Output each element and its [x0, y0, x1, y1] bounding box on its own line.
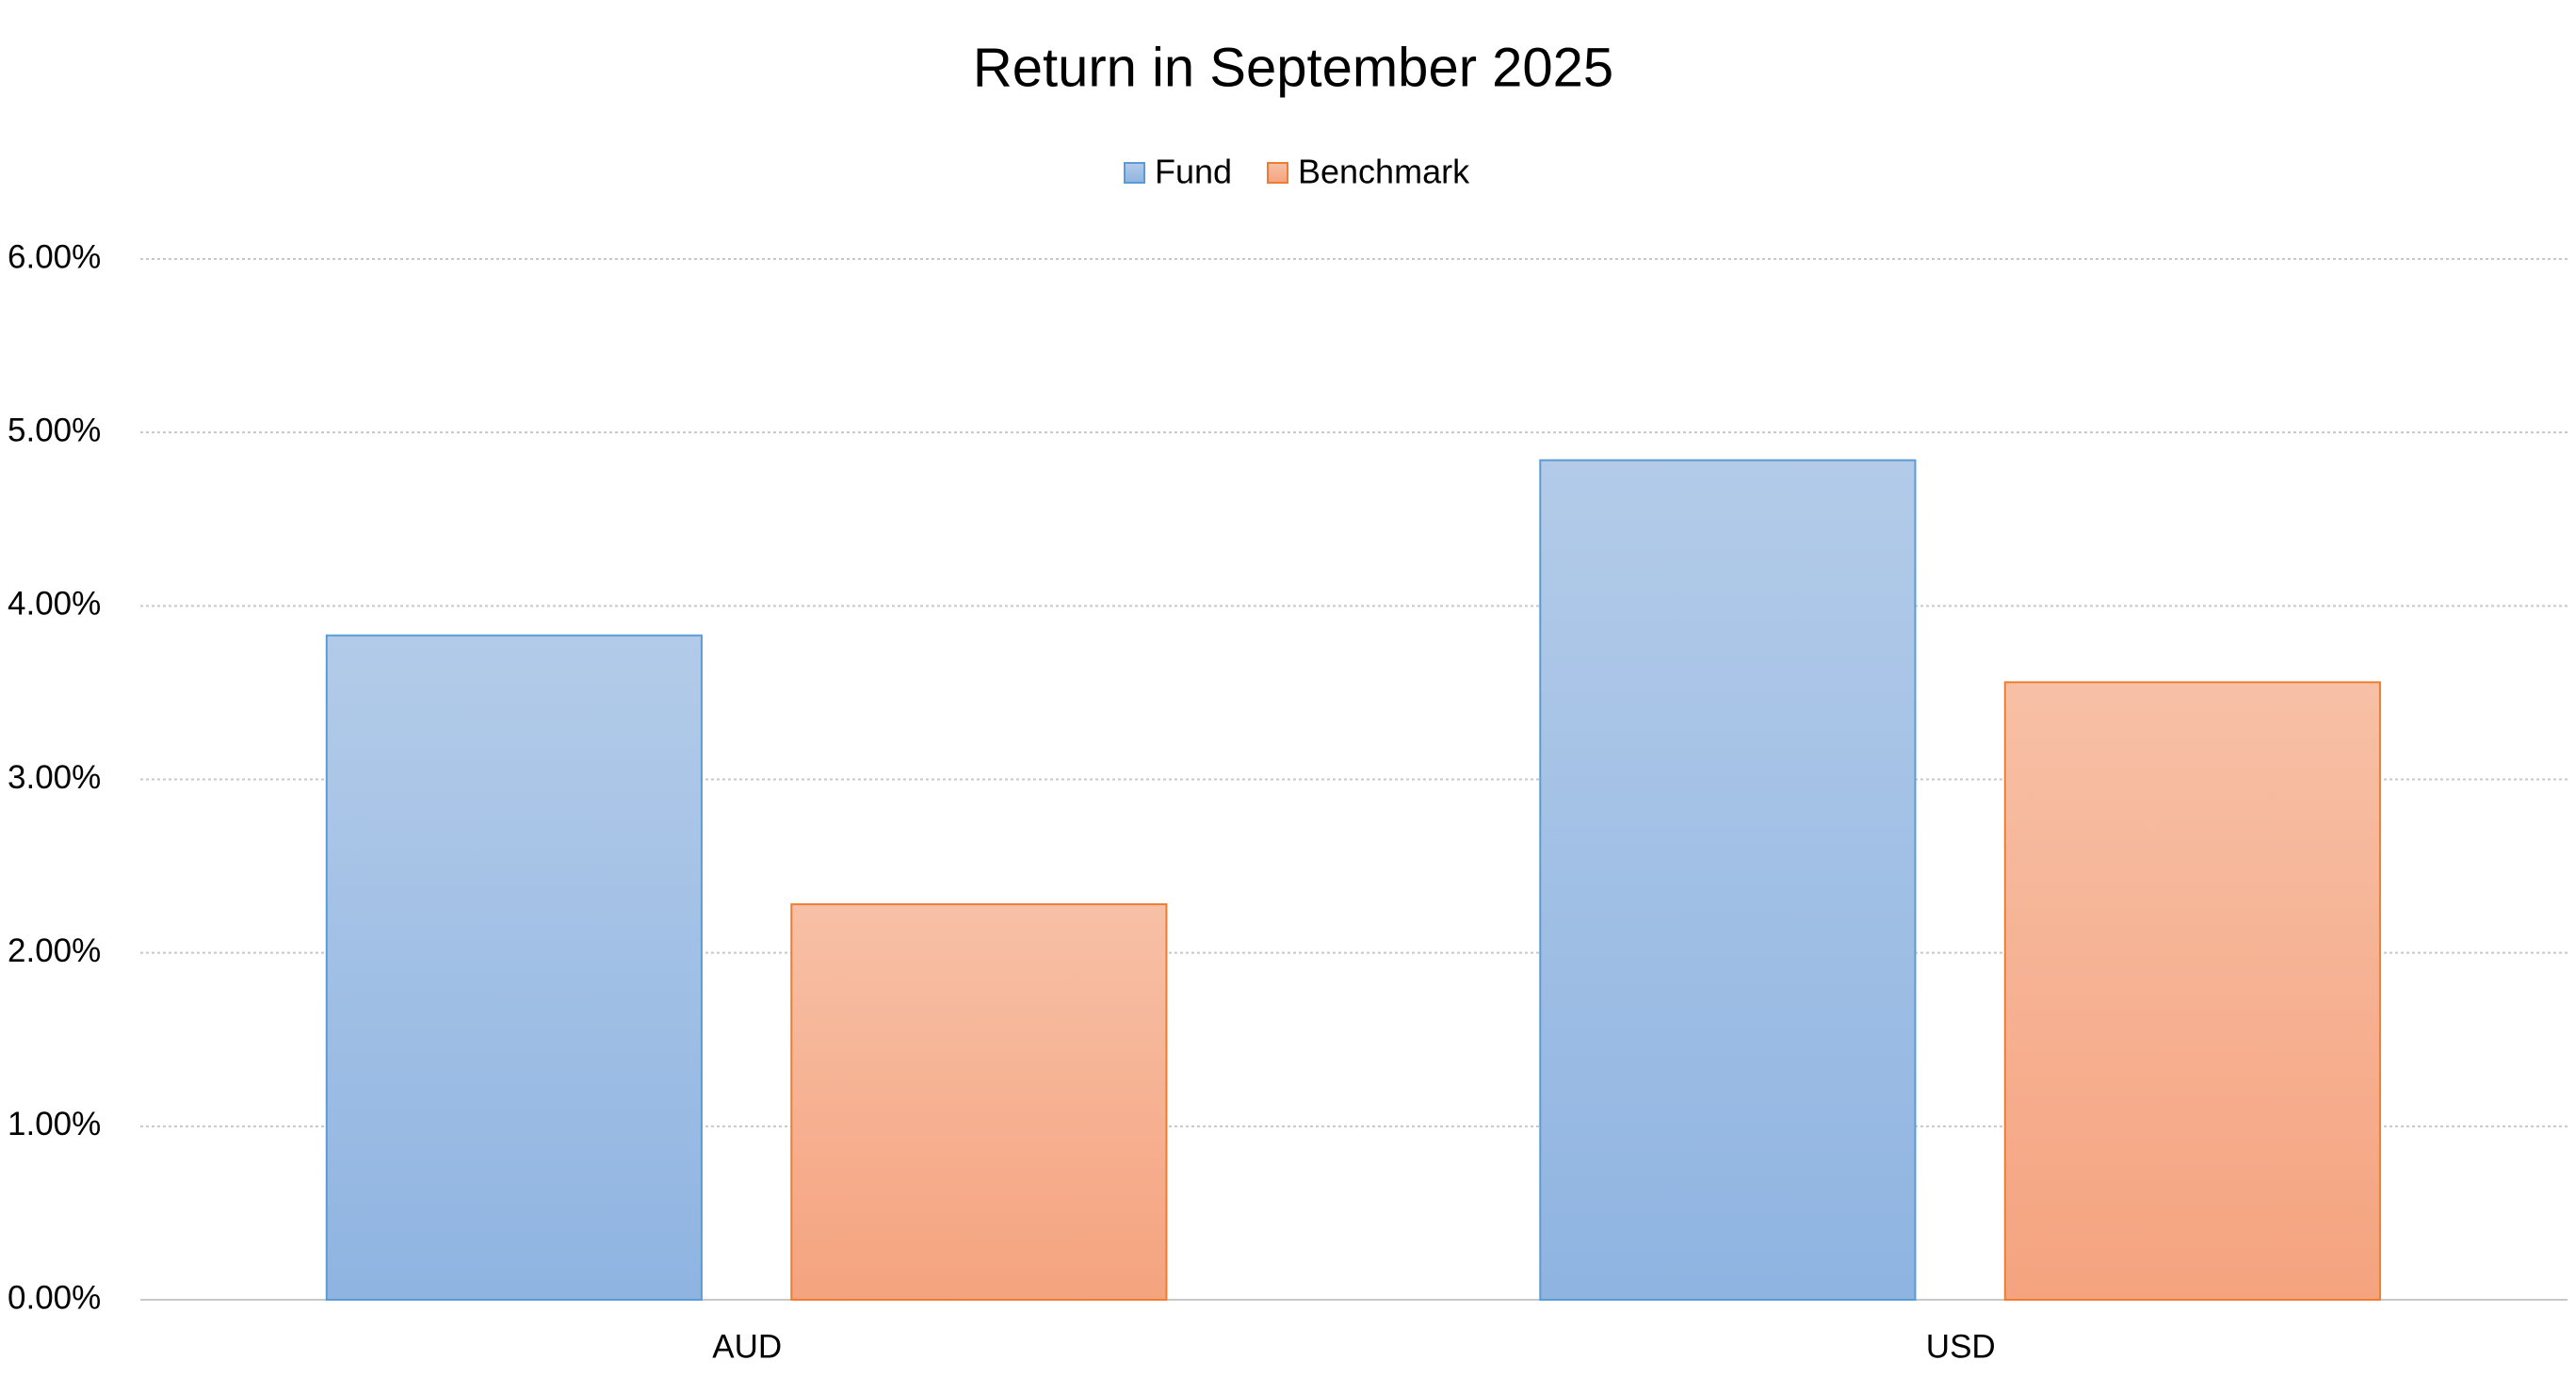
bar — [790, 903, 1168, 1301]
bar — [325, 634, 703, 1301]
y-tick-label: 5.00% — [8, 412, 101, 448]
legend-swatch — [1124, 162, 1145, 184]
legend-label: Fund — [1155, 153, 1232, 191]
y-tick-label: 4.00% — [8, 586, 101, 623]
chart-title: Return in September 2025 — [973, 37, 1613, 98]
y-tick-label: 0.00% — [8, 1279, 101, 1316]
y-tick-label: 2.00% — [8, 932, 101, 969]
y-tick-label: 1.00% — [8, 1106, 101, 1142]
bar — [2003, 681, 2381, 1301]
x-tick-label: AUD — [712, 1328, 782, 1365]
y-tick-label: 6.00% — [8, 238, 101, 275]
bar — [1539, 459, 1917, 1301]
y-tick-label: 3.00% — [8, 759, 101, 796]
legend-swatch — [1267, 162, 1288, 184]
legend-label: Benchmark — [1298, 153, 1470, 191]
x-tick-label: USD — [1926, 1328, 1996, 1365]
